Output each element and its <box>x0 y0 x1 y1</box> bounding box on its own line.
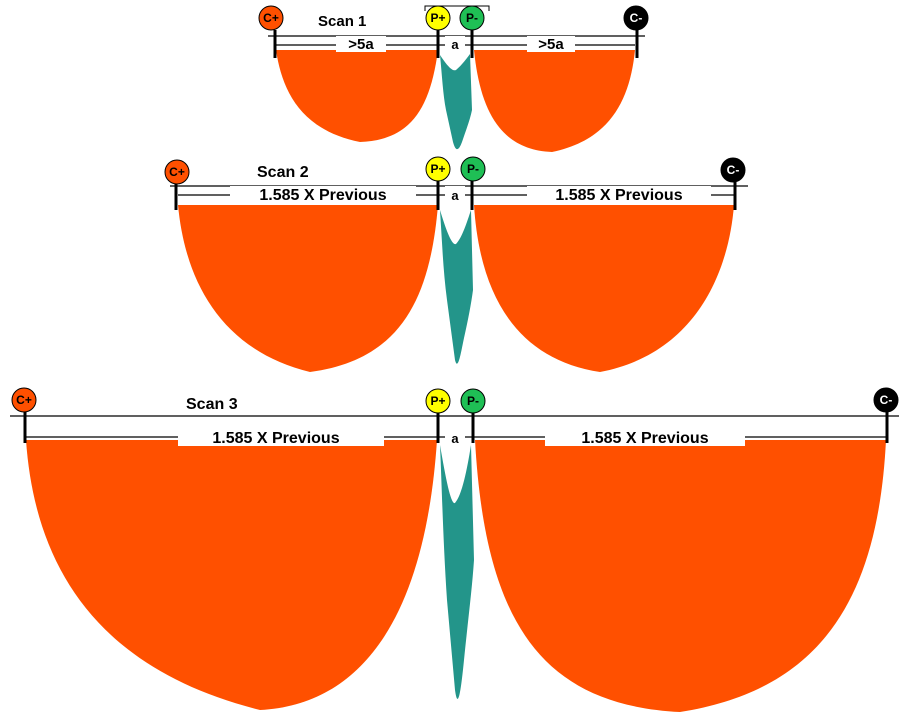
scan-3-c-plus-electrode: C+ <box>11 387 37 413</box>
scan-2-title: Scan 2 <box>257 164 309 181</box>
svg-text:C-: C- <box>880 393 893 407</box>
svg-text:P-: P- <box>466 11 478 25</box>
svg-text:P-: P- <box>467 162 479 176</box>
svg-text:C-: C- <box>727 163 740 177</box>
scan-3-p-minus-electrode: P- <box>460 388 486 414</box>
svg-text:C+: C+ <box>263 11 279 25</box>
scan-3-title: Scan 3 <box>186 396 238 413</box>
scan-3-p-plus-electrode: P+ <box>425 388 451 414</box>
scan-2-left-current-lobe <box>178 205 438 372</box>
scan-3-c-minus-electrode: C- <box>873 387 899 413</box>
scan-1-center-plume <box>440 54 472 150</box>
scan-1-bracket <box>424 5 490 11</box>
scan-2-p-minus-electrode: P- <box>460 156 486 182</box>
svg-text:C-: C- <box>630 11 643 25</box>
scan-1: Scan 1 >5a a >5a C+ P+ P- C- <box>258 5 649 152</box>
scan-1-left-spacing-label: >5a <box>348 36 374 53</box>
svg-text:P+: P+ <box>430 11 445 25</box>
scan-3-center-spacing-label: a <box>451 431 459 446</box>
svg-text:P-: P- <box>467 394 479 408</box>
scan-3-right-spacing-label: 1.585 X Previous <box>581 430 708 447</box>
scan-2-left-spacing-label: 1.585 X Previous <box>259 187 386 204</box>
scan-3-left-spacing-label: 1.585 X Previous <box>212 430 339 447</box>
scan-2-c-minus-electrode: C- <box>720 157 746 183</box>
scan-1-right-current-lobe <box>474 50 635 152</box>
scan-1-left-current-lobe <box>276 50 438 142</box>
scan-1-p-minus-electrode: P- <box>459 5 485 31</box>
scan-1-title: Scan 1 <box>318 13 366 30</box>
scan-1-right-spacing-label: >5a <box>538 36 564 53</box>
scan-1-center-spacing-label: a <box>451 37 459 52</box>
scan-2: Scan 2 1.585 X Previous a 1.585 X Previo… <box>164 156 748 372</box>
scan-2-right-current-lobe <box>474 205 734 372</box>
scan-3-left-current-lobe <box>26 440 437 710</box>
scan-2-center-spacing-label: a <box>451 188 459 203</box>
svg-text:P+: P+ <box>430 162 445 176</box>
scan-2-right-spacing-label: 1.585 X Previous <box>555 187 682 204</box>
scan-2-p-plus-electrode: P+ <box>425 156 451 182</box>
scan-2-c-plus-electrode: C+ <box>164 159 190 185</box>
scan-2-center-plume <box>440 210 473 364</box>
scan-1-c-minus-electrode: C- <box>623 5 649 31</box>
svg-text:C+: C+ <box>16 393 32 407</box>
scan-3-right-current-lobe <box>475 440 886 712</box>
scan-1-c-plus-electrode: C+ <box>258 5 284 31</box>
scan-3-center-plume <box>440 445 474 699</box>
svg-text:C+: C+ <box>169 165 185 179</box>
svg-text:P+: P+ <box>430 394 445 408</box>
scan-1-p-plus-electrode: P+ <box>425 5 451 31</box>
scan-3: Scan 3 1.585 X Previous a 1.585 X Previo… <box>10 387 899 712</box>
